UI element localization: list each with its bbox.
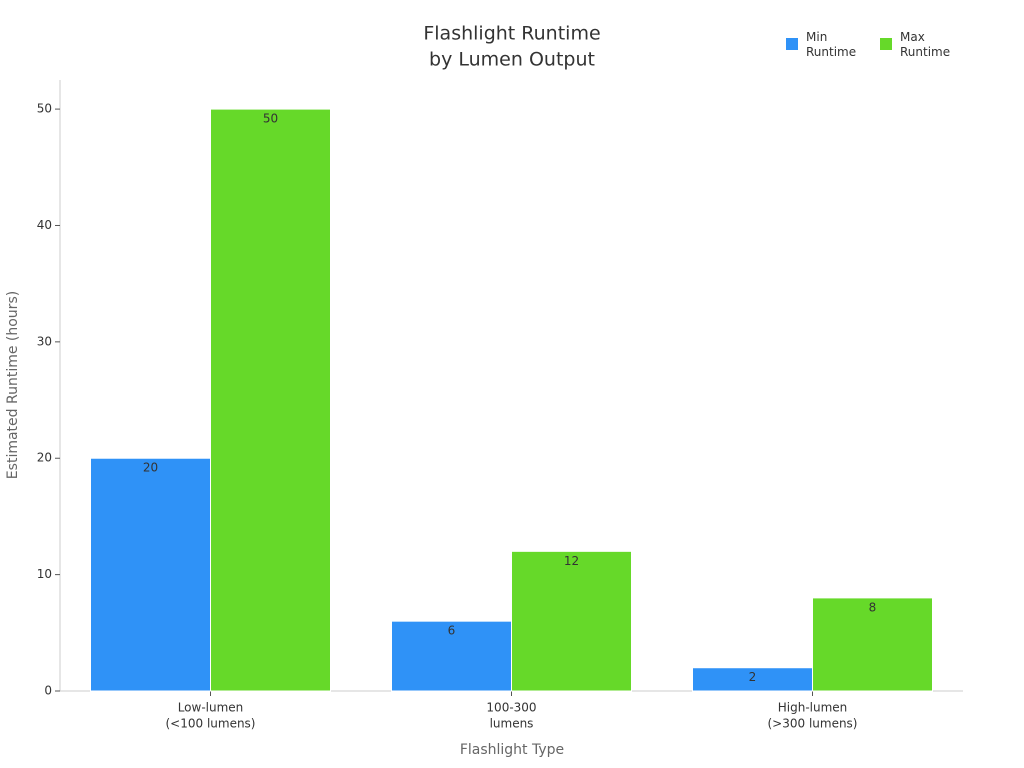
- y-tick-label: 30: [37, 334, 52, 348]
- legend-label: Min Runtime: [806, 30, 857, 59]
- y-tick-label: 50: [37, 102, 52, 116]
- bar: [511, 550, 632, 692]
- value-label: 8: [869, 600, 877, 614]
- bar: [812, 597, 933, 692]
- value-label: 20: [143, 461, 158, 475]
- y-tick-label: 20: [37, 451, 52, 465]
- x-tick-label: (<100 lumens): [165, 717, 255, 731]
- legend: Min Runtime Max Runtime: [786, 30, 956, 60]
- bar: [90, 457, 211, 692]
- legend-item: Max Runtime: [880, 30, 956, 60]
- x-tick-label: 100-300: [486, 701, 536, 715]
- value-label: 2: [749, 670, 757, 684]
- legend-item: Min Runtime: [786, 30, 862, 60]
- x-tick-label: Low-lumen: [178, 701, 244, 715]
- chart-title: Flashlight Runtime: [423, 23, 600, 45]
- x-tick-label: High-lumen: [778, 701, 848, 715]
- x-axis-label: Flashlight Type: [460, 742, 564, 758]
- x-tick-label: (>300 lumens): [767, 717, 857, 731]
- legend-swatch: [786, 38, 798, 50]
- x-tick-label: lumens: [490, 717, 534, 731]
- y-tick-label: 40: [37, 218, 52, 232]
- y-tick-label: 0: [44, 684, 52, 698]
- y-axis-label: Estimated Runtime (hours): [5, 291, 21, 479]
- legend-label: Max Runtime: [900, 30, 951, 59]
- chart-title: by Lumen Output: [429, 49, 595, 71]
- value-label: 50: [263, 112, 278, 126]
- y-tick-label: 10: [37, 567, 52, 581]
- bar: [210, 108, 331, 692]
- legend-swatch: [880, 38, 892, 50]
- value-label: 12: [564, 554, 579, 568]
- value-label: 6: [448, 624, 456, 638]
